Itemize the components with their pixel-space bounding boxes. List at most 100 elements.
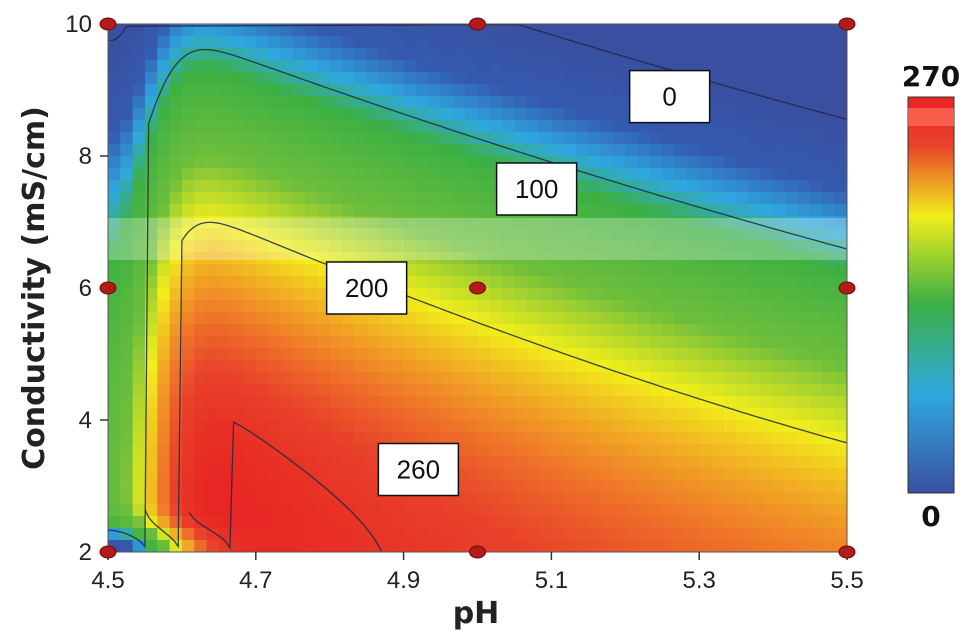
heatmap-cell (773, 84, 787, 97)
heatmap-cell (588, 396, 602, 409)
heatmap-cell (243, 264, 257, 277)
heatmap-cell (243, 60, 257, 73)
heatmap-cell (218, 372, 232, 385)
heatmap-cell (748, 204, 762, 217)
heatmap-cell (329, 372, 343, 385)
heatmap-cell (440, 60, 454, 73)
heatmap-cell (465, 216, 479, 229)
heatmap-cell (477, 216, 491, 229)
heatmap-cell (465, 516, 479, 529)
heatmap-cell (206, 480, 220, 493)
heatmap-cell (711, 384, 725, 397)
heatmap-cell (760, 240, 774, 253)
heatmap-cell (181, 408, 195, 421)
heatmap-cell (612, 24, 626, 37)
heatmap-cell (588, 132, 602, 145)
heatmap-cell (563, 96, 577, 109)
heatmap-cell (551, 408, 565, 421)
heatmap-cell (612, 84, 626, 97)
heatmap-cell (748, 504, 762, 517)
heatmap-cell (391, 420, 405, 433)
heatmap-cell (822, 492, 836, 505)
heatmap-cell (551, 324, 565, 337)
heatmap-cell (686, 312, 700, 325)
heatmap-cell (588, 372, 602, 385)
heatmap-cell (366, 228, 380, 241)
heatmap-cell (428, 288, 442, 301)
heatmap-cell (834, 336, 847, 349)
heatmap-cell (415, 384, 429, 397)
heatmap-cell (206, 24, 220, 37)
heatmap-cell (342, 132, 355, 145)
x-tick-label: 4.9 (387, 567, 420, 594)
heatmap-cell (526, 456, 540, 469)
heatmap-cell (477, 156, 491, 169)
heatmap-cell (760, 168, 774, 181)
heatmap-cell (144, 180, 158, 193)
heatmap-cell (600, 192, 614, 205)
heatmap-cell (711, 468, 725, 481)
heatmap-cell (206, 84, 220, 97)
heatmap-cell (452, 336, 466, 349)
heatmap-cell (218, 180, 232, 193)
heatmap-cell (280, 252, 294, 265)
heatmap-cell (108, 144, 121, 157)
heatmap-cell (502, 228, 516, 241)
heatmap-cell (354, 216, 368, 229)
heatmap-cell (686, 468, 700, 481)
heatmap-cell (452, 96, 466, 109)
heatmap-cell (280, 408, 294, 421)
heatmap-cell (120, 540, 134, 552)
heatmap-cell (773, 264, 787, 277)
heatmap-cell (452, 288, 466, 301)
heatmap-cell (403, 504, 417, 517)
heatmap-cell (342, 408, 355, 421)
heatmap-cell (760, 372, 774, 385)
heatmap-cell (342, 240, 355, 253)
heatmap-cell (785, 288, 799, 301)
heatmap-cell (292, 444, 306, 457)
heatmap-cell (563, 132, 577, 145)
heatmap-cell (440, 180, 454, 193)
heatmap-cell (477, 36, 491, 49)
heatmap-cell (366, 504, 380, 517)
heatmap-cell (773, 168, 787, 181)
heatmap-cell (366, 132, 380, 145)
heatmap-cell (268, 264, 282, 277)
heatmap-cell (588, 228, 602, 241)
heatmap-cell (378, 72, 392, 85)
heatmap-cell (132, 48, 146, 61)
heatmap-cell (366, 480, 380, 493)
heatmap-cell (662, 216, 676, 229)
heatmap-cell (736, 432, 750, 445)
heatmap-cell (181, 540, 195, 552)
heatmap-cell (218, 312, 232, 325)
heatmap-cell (255, 168, 269, 181)
heatmap-cell (637, 360, 651, 373)
heatmap-cell (649, 468, 663, 481)
heatmap-cell (440, 528, 454, 541)
heatmap-cell (255, 408, 269, 421)
heatmap-cell (576, 300, 589, 313)
heatmap-cell (120, 180, 134, 193)
heatmap-cell (366, 84, 380, 97)
heatmap-cell (699, 264, 713, 277)
heatmap-cell (292, 504, 306, 517)
heatmap-cell (428, 276, 442, 289)
heatmap-cell (797, 492, 811, 505)
heatmap-cell (649, 360, 663, 373)
heatmap-cell (539, 288, 552, 301)
heatmap-cell (576, 204, 589, 217)
heatmap-cell (206, 372, 220, 385)
heatmap-cell (144, 204, 158, 217)
heatmap-cell (255, 132, 269, 145)
heatmap-cell (108, 264, 121, 277)
heatmap-cell (612, 360, 626, 373)
heatmap-cell (822, 228, 836, 241)
heatmap-cell (822, 120, 836, 133)
heatmap-cell (834, 48, 847, 61)
heatmap-cell (157, 216, 171, 229)
heatmap-cell (711, 24, 725, 37)
heatmap-cell (760, 84, 774, 97)
heatmap-cell (243, 132, 257, 145)
